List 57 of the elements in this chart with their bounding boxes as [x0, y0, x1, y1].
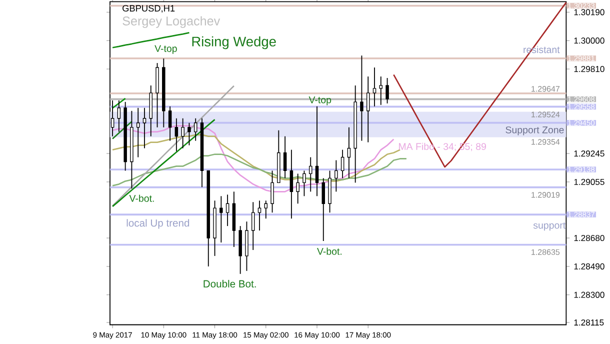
candlestick: [174, 118, 178, 152]
candlestick: [315, 106, 319, 197]
line-series: [112, 121, 132, 140]
candlestick: [168, 106, 172, 142]
annotation: Double Bot.: [204, 280, 256, 288]
candlestick: [340, 149, 344, 179]
candlestick: [379, 76, 383, 106]
candlestick: [136, 108, 140, 158]
candlestick: [322, 178, 326, 242]
candlestick: [258, 200, 262, 232]
candlestick: [270, 170, 274, 214]
y-tick-label: 1.29245: [574, 150, 604, 157]
annotation: 1.29019: [532, 192, 560, 198]
candlestick: [290, 149, 294, 220]
annotation: support: [533, 222, 566, 231]
candlestick: [117, 100, 121, 132]
candlestick: [226, 194, 230, 227]
candlestick: [302, 170, 306, 197]
candlestick: [360, 55, 364, 142]
line-series: [112, 85, 235, 207]
candlestick: [296, 173, 300, 204]
candlestick: [308, 156, 312, 192]
y-tick-label: 1.28490: [574, 264, 604, 270]
annotation: V-top: [154, 45, 177, 54]
text: Sergey Logachev: [122, 16, 220, 28]
candlestick: [283, 136, 287, 179]
candlestick: [386, 78, 389, 104]
candlestick: [181, 118, 184, 149]
y-tick-label: 1.28680: [574, 235, 604, 242]
candlestick: [194, 118, 198, 142]
y-tick-label: 1.29810: [574, 66, 604, 72]
annotation: 1.29524: [532, 112, 560, 118]
candlestick: [251, 202, 255, 251]
candlestick: [334, 160, 338, 192]
annotation: local Up trend: [126, 219, 190, 229]
annotation: 1.28635: [532, 249, 560, 256]
annotation: Rising Wedge: [192, 36, 276, 50]
candlestick: [347, 127, 351, 179]
y-tick-label: 1.28115: [574, 320, 604, 326]
candlestick: [264, 200, 268, 220]
annotation: 1.29354: [532, 139, 560, 145]
y-tick-label: 1.28300: [574, 292, 604, 298]
candlestick: [372, 67, 376, 108]
annotation: 1.29647: [532, 86, 560, 92]
annotation: V-top: [308, 96, 332, 106]
line-series: [112, 119, 216, 208]
y-tick-label: 1.30000: [574, 38, 604, 44]
candlestick: [142, 108, 146, 149]
candlestick: [220, 196, 223, 244]
chart-title: GBPUSD,H1: [122, 5, 175, 13]
y-tick-label: 1.29055: [574, 179, 604, 186]
candlestick: [188, 122, 191, 146]
annotation: V-bot.: [317, 248, 342, 255]
annotation: V-bot.: [129, 194, 154, 202]
band-label: Support Zone: [506, 126, 564, 136]
y-tick-label: 1.30190: [574, 9, 604, 16]
candlestick: [366, 76, 370, 143]
